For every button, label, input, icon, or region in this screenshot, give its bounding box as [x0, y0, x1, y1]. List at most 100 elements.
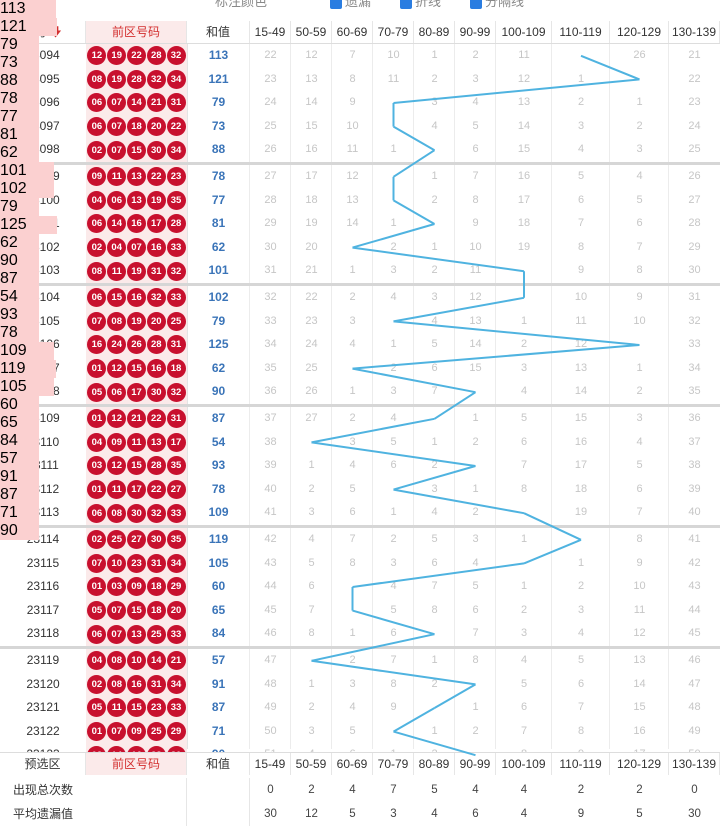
period-number: 23102: [26, 239, 60, 254]
red-ball: 29: [166, 722, 186, 742]
miss-cell: 11: [346, 143, 359, 156]
miss-cell: 23: [264, 72, 277, 85]
table-row[interactable]: 23112 01 11 17 22 27 78 40 2 5 3 1 8 18 6 39: [0, 477, 720, 502]
miss-cell: 22: [688, 72, 701, 85]
table-row[interactable]: 23104 06 15 16 32 33 102 32 22 2 4 3 12 10 9 31: [0, 286, 720, 310]
table-row[interactable]: 23119 04 08 10 14 21 57 47 2 7 1 8 4 5 13 46: [0, 649, 720, 673]
miss-cell: 10: [574, 291, 588, 303]
toolbar-text: 标注颜色: [215, 0, 268, 9]
table-row[interactable]: 23109 01 12 21 22 31 87 37 27 2 4 1 5 15 3 36: [0, 407, 720, 431]
miss-cell: 6: [431, 361, 438, 374]
miss-cell: 42: [264, 533, 277, 545]
arrow-down-icon: 🡇: [49, 25, 62, 39]
table-header: 期号 🡇 前区号码 和值 15-49 50-59 60-69 70-79 80-89 90-…: [0, 21, 720, 44]
red-ball: 34: [166, 69, 186, 89]
red-ball: 02: [87, 238, 107, 258]
table-row[interactable]: 23120 02 08 16 31 34 91 48 1 3 8 2 5 6 14 47: [0, 672, 720, 697]
table-row[interactable]: 23111 03 12 15 28 35 93 39 1 4 6 2 7 17 5 38: [0, 454, 720, 478]
table-row[interactable]: 23098 02 07 15 30 34 88 26 16 11 1 6 15 4 3 25: [0, 138, 720, 162]
option-line[interactable]: 折线: [400, 0, 441, 10]
miss-cell: 6: [472, 143, 479, 156]
period-number: 23121: [26, 700, 60, 715]
miss-cell: 6: [308, 580, 315, 593]
checkbox-icon[interactable]: [470, 0, 482, 9]
red-ball: 15: [127, 140, 146, 160]
miss-cell: 33: [688, 338, 701, 351]
miss-cell: 5: [390, 435, 397, 448]
avgs-cell: 3: [390, 808, 397, 820]
table-row[interactable]: 23118 06 07 13 25 33 84 46 8 1 6 7 3 4 12 45: [0, 622, 720, 646]
table-row[interactable]: 23103 08 11 19 31 32 101 31 21 1 3 2 11 9 8 30: [0, 259, 720, 283]
red-ball: 25: [146, 624, 166, 644]
miss-cell: 15: [574, 412, 588, 424]
miss-cell: 13: [305, 72, 318, 85]
red-ball: 02: [87, 140, 107, 160]
period-header[interactable]: 期号 🡇: [0, 21, 86, 43]
front-zone-balls: 04 08 10 14 21: [86, 649, 187, 673]
sum-value: 101: [208, 263, 229, 278]
table-row[interactable]: 23117 05 07 15 18 20 65 45 7 5 8 6 2 3 11 44: [0, 598, 720, 623]
table-row[interactable]: 23114 02 25 27 30 35 119 42 4 7 2 5 3 1 8 41: [0, 528, 720, 552]
miss-cell: 13: [517, 96, 531, 109]
empty-cell: [187, 778, 250, 802]
sum-value: 87: [211, 700, 226, 715]
checkbox-icon[interactable]: [330, 0, 342, 9]
miss-cell: 8: [520, 482, 528, 495]
red-ball: 01: [87, 359, 107, 379]
red-ball: 32: [146, 503, 166, 523]
miss-cell: 3: [577, 119, 585, 132]
red-ball: 22: [146, 167, 166, 187]
table-row[interactable]: 23100 04 06 13 19 35 77 28 18 13 2 8 17 6 5 27: [0, 188, 720, 213]
footer-header: 预选区 前区号码 和值 15-49 50-59 60-69 70-79 80-89 90-…: [0, 752, 720, 775]
table-row[interactable]: 23096 06 07 14 21 31 79 24 14 9 3 4 13 2 1 23: [0, 91, 720, 115]
table-row[interactable]: 23102 02 04 07 16 33 62 30 20 2 1 10 19 8 7 29: [0, 235, 720, 260]
option-miss[interactable]: 遗漏: [330, 0, 371, 10]
red-ball: 35: [166, 456, 186, 476]
table-row[interactable]: 23095 08 19 28 32 34 121 23 13 8 11 2 3 12 1 22: [0, 67, 720, 92]
red-ball: 09: [107, 432, 127, 452]
miss-cell: 14: [574, 385, 588, 398]
table-row[interactable]: 23115 07 10 23 31 34 105 43 5 8 3 6 4 1 9 42: [0, 551, 720, 576]
miss-cell: 50: [264, 724, 277, 737]
table-row[interactable]: 23110 04 09 11 13 17 54 38 3 5 1 2 6 16 4 37: [0, 430, 720, 455]
red-ball: 06: [87, 93, 107, 113]
range-header-120-129: 120-129: [610, 21, 669, 43]
miss-cell: 14: [633, 677, 646, 690]
table-row[interactable]: 23099 09 11 13 22 23 78 27 17 12 1 7 16 5 4 26: [0, 165, 720, 189]
sum-value: 88: [211, 142, 226, 157]
table-row[interactable]: 23121 05 11 15 23 33 87 49 2 4 9 1 6 7 15 48: [0, 696, 720, 720]
table-row[interactable]: 23113 06 08 30 32 33 109 41 3 6 1 4 2 19 7 40: [0, 501, 720, 525]
miss-cell: 18: [305, 193, 318, 206]
miss-cell: 23: [305, 314, 318, 327]
table-row[interactable]: 23107 01 12 15 16 18 62 35 25 2 6 15 3 13 1 34: [0, 356, 720, 381]
red-ball: 30: [127, 503, 146, 523]
table-row[interactable]: 23108 05 06 17 30 32 90 36 26 1 3 7 4 14 2 35: [0, 380, 720, 404]
miss-cell: 14: [469, 338, 482, 351]
avg-label: 平均遗漏值: [12, 807, 73, 821]
table-row[interactable]: 23097 06 07 18 20 22 73 25 15 10 4 5 14 3 2 24: [0, 114, 720, 139]
sum-value: 125: [208, 337, 229, 352]
sum-value: 78: [211, 481, 226, 496]
miss-cell: 2: [349, 412, 356, 424]
option-divider[interactable]: 分隔线: [470, 0, 524, 10]
miss-cell: 4: [390, 412, 397, 424]
red-ball: 35: [166, 190, 186, 210]
table-row[interactable]: 23101 06 14 16 17 28 81 29 19 14 1 9 18 7 6 28: [0, 212, 720, 236]
table-row[interactable]: 23122 01 07 09 25 29 71 50 3 5 1 2 7 8 16 49: [0, 719, 720, 744]
miss-cell: 10: [633, 580, 646, 593]
table-row[interactable]: 23116 01 03 09 18 29 60 44 6 4 7 5 1 2 10 43: [0, 575, 720, 599]
table-row[interactable]: 23094 12 19 22 28 32 113 22 12 7 10 1 2 11 26 21: [0, 44, 720, 68]
miss-cell: 3: [308, 506, 315, 519]
grid-line: [495, 44, 496, 749]
table-row[interactable]: 23106 16 24 26 28 31 125 34 24 4 1 5 14 2 12 33: [0, 333, 720, 357]
miss-cell: 8: [349, 72, 356, 85]
sum-value: 60: [211, 579, 226, 594]
miss-cell: 24: [305, 338, 318, 351]
red-ball: 28: [146, 46, 166, 66]
miss-cell: 16: [517, 170, 531, 182]
checkbox-icon[interactable]: [400, 0, 412, 9]
table-row[interactable]: 23105 07 08 19 20 25 79 33 23 3 4 13 1 11 10 32: [0, 309, 720, 334]
red-ball: 05: [87, 601, 107, 621]
miss-cell: 7: [636, 506, 643, 519]
miss-cell: 7: [577, 701, 585, 714]
